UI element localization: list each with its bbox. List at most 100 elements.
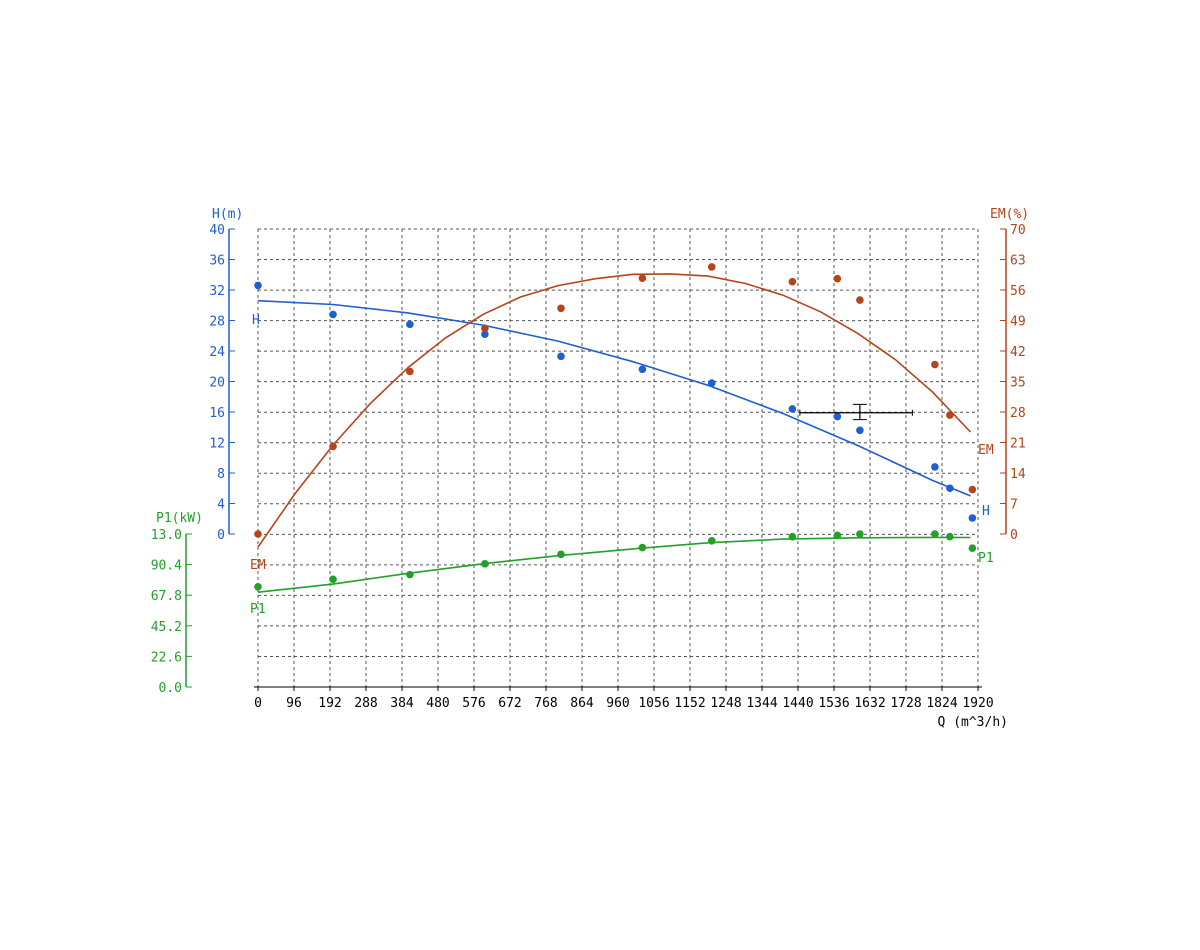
x-tick-label: 192 — [318, 696, 341, 711]
x-tick-label: 1440 — [782, 696, 813, 711]
h-tick-label: 36 — [209, 254, 225, 269]
em-tick-label: 0 — [1010, 528, 1018, 543]
x-tick-label: 1248 — [710, 696, 741, 711]
x-tick-label: 960 — [606, 696, 629, 711]
x-tick-label: 1536 — [818, 696, 849, 711]
data-points — [254, 263, 977, 591]
x-tick-label: 672 — [498, 696, 521, 711]
h-tick-label: 0 — [217, 528, 225, 543]
p1-tick-label: 67.8 — [151, 589, 182, 604]
h-curve-label: H — [252, 313, 260, 328]
p1-curve-label: P1 — [978, 551, 994, 566]
h-axis-title: H(m) — [212, 207, 243, 222]
p1-point — [707, 536, 716, 545]
x-tick-label: 1824 — [926, 696, 957, 711]
em-point — [557, 304, 565, 313]
em-point — [788, 277, 797, 286]
em-tick-label: 63 — [1010, 254, 1026, 269]
em-tick-label: 28 — [1010, 406, 1026, 421]
p1-point — [946, 532, 954, 541]
fit-curves — [257, 273, 972, 593]
x-tick-label: 1728 — [890, 696, 921, 711]
h-tick-label: 12 — [209, 437, 225, 452]
em-tick-label: 14 — [1010, 467, 1026, 482]
h-tick-label: 8 — [217, 467, 225, 482]
h-point — [931, 463, 939, 471]
p1-tick-label: 90.4 — [151, 559, 182, 574]
p1-point — [557, 550, 565, 559]
h-point — [833, 412, 842, 421]
x-tick-label: 1344 — [746, 696, 777, 711]
p1-point — [406, 570, 414, 579]
em-point — [931, 360, 939, 369]
grid-lines — [257, 228, 979, 688]
em-point — [856, 296, 864, 304]
em-tick-label: 49 — [1010, 315, 1026, 330]
p1-tick-label: 13.0 — [151, 528, 182, 543]
h-curve-label: H — [982, 504, 990, 519]
em-tick-label: 7 — [1010, 498, 1018, 513]
p1-point — [254, 583, 262, 591]
h-tick-label: 4 — [217, 498, 225, 513]
em-tick-label: 42 — [1010, 345, 1026, 360]
em-tick-label: 56 — [1010, 284, 1026, 299]
em-point — [638, 274, 647, 283]
p1-curve-label: P1 — [250, 602, 266, 617]
em-point — [406, 367, 414, 376]
em-tick-label: 35 — [1010, 376, 1026, 391]
em-fit-curve — [257, 273, 972, 548]
p1-point — [856, 530, 864, 538]
p1-point — [788, 532, 797, 541]
h-tick-label: 28 — [209, 315, 225, 330]
em-point — [968, 485, 977, 494]
h-point — [406, 320, 414, 329]
p1-point — [638, 543, 647, 552]
p1-fit-curve — [257, 536, 971, 593]
em-axis-title: EM(%) — [990, 207, 1029, 222]
em-tick-label: 21 — [1010, 437, 1026, 452]
h-point — [557, 352, 565, 361]
x-tick-label: 864 — [570, 696, 594, 711]
axis-labels: 0 96 192 288 384 480 576 672 768 864 960 1056 1152 12… — [151, 207, 1029, 730]
x-tick-label: 1632 — [854, 696, 885, 711]
em-point — [707, 263, 716, 271]
x-tick-label: 96 — [286, 696, 302, 711]
x-tick-label: 480 — [426, 696, 449, 711]
em-point — [329, 442, 337, 451]
em-point — [254, 530, 262, 538]
em-curve-label: EM — [978, 443, 994, 458]
h-fit-curve — [257, 299, 971, 497]
em-curve-label: EM — [250, 558, 266, 573]
x-tick-label: 384 — [390, 696, 414, 711]
h-point — [788, 405, 797, 413]
p1-tick-label: 45.2 — [151, 620, 182, 635]
p1-tick-label: 0.0 — [159, 681, 182, 696]
h-point — [946, 484, 954, 493]
h-point — [481, 330, 489, 339]
em-point — [833, 274, 842, 283]
x-tick-label: 1152 — [674, 696, 705, 711]
p1-tick-label: 22.6 — [151, 650, 182, 665]
h-tick-label: 32 — [209, 284, 225, 299]
h-tick-label: 20 — [209, 376, 225, 391]
h-point — [329, 310, 337, 319]
x-tick-label: 1920 — [962, 696, 993, 711]
em-point — [481, 324, 489, 333]
p1-point — [968, 544, 977, 553]
h-tick-label: 24 — [209, 345, 225, 360]
em-tick-label: 70 — [1010, 223, 1026, 238]
x-axis-title: Q (m^3/h) — [938, 715, 1008, 730]
h-point — [968, 514, 977, 522]
p1-point — [931, 530, 939, 538]
em-point — [946, 411, 954, 419]
p1-point — [481, 559, 489, 568]
x-tick-label: 1056 — [638, 696, 669, 711]
h-tick-label: 16 — [209, 406, 225, 421]
h-point — [707, 379, 716, 387]
h-point — [638, 365, 647, 374]
p1-axis-title: P1(kW) — [156, 511, 203, 526]
h-point — [856, 426, 864, 435]
h-tick-label: 40 — [209, 223, 225, 238]
x-tick-label: 576 — [462, 696, 485, 711]
